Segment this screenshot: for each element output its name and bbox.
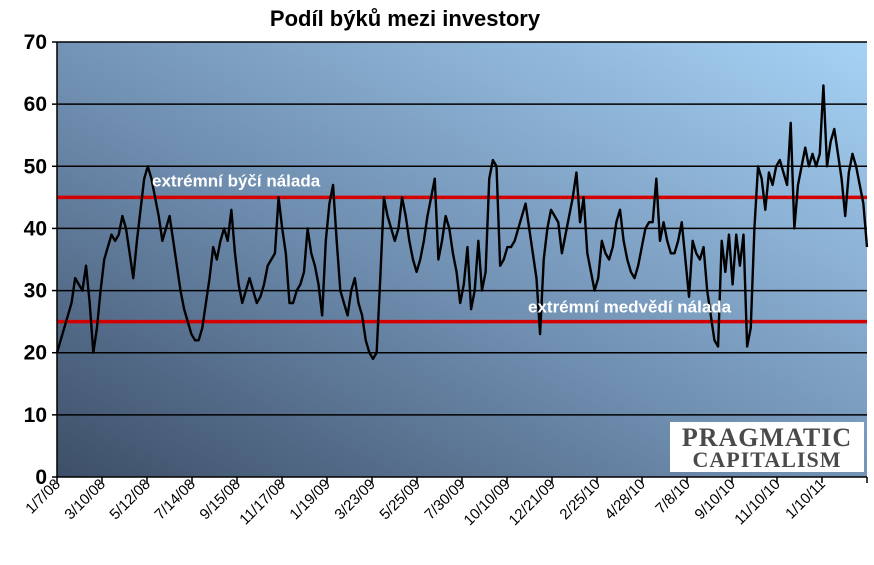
series-layer bbox=[55, 84, 869, 361]
y-tick-label: 70 bbox=[24, 31, 47, 54]
x-tick-label: 4/28/10 bbox=[601, 476, 648, 523]
x-tick-label: 3/23/09 bbox=[331, 476, 378, 523]
series-line bbox=[55, 84, 869, 361]
watermark-line1: PRAGMATIC bbox=[682, 423, 852, 452]
x-tick-label: 11/10/10 bbox=[731, 476, 784, 529]
y-tick-label: 40 bbox=[24, 217, 47, 240]
plot-area bbox=[57, 42, 867, 477]
y-tick-label: 20 bbox=[24, 342, 47, 365]
y-axis-ticks: 0 10 20 30 40 50 60 70 bbox=[24, 31, 57, 489]
x-tick-label: 11/17/08 bbox=[236, 476, 289, 529]
x-tick-label: 12/21/09 bbox=[506, 476, 559, 529]
watermark-box bbox=[670, 422, 864, 472]
y-tick-label: 30 bbox=[24, 280, 47, 303]
y-tick-label: 10 bbox=[24, 404, 47, 427]
watermark-line2: CAPITALISM bbox=[693, 447, 842, 472]
x-tick-label: 10/10/09 bbox=[461, 476, 514, 529]
x-tick-label: 5/25/09 bbox=[376, 476, 423, 523]
y-tick-label: 60 bbox=[24, 93, 47, 116]
x-tick-label: 1/19/09 bbox=[286, 476, 333, 523]
x-tick-label: 7/14/08 bbox=[151, 476, 198, 523]
watermark-logo: PRAGMATIC CAPITALISM bbox=[670, 422, 864, 472]
chart-title: Podíl býků mezi investory bbox=[270, 6, 541, 31]
x-tick-label: 7/8/10 bbox=[652, 476, 694, 518]
annotations: extrémní býčí nálada extrémní medvědí nál… bbox=[152, 171, 732, 316]
x-tick-label: 3/10/08 bbox=[61, 476, 108, 523]
x-tick-label: 1/10/11 bbox=[782, 476, 829, 523]
x-tick-label: 2/25/10 bbox=[556, 476, 603, 523]
reference-lines bbox=[57, 195, 867, 324]
y-tick-label: 50 bbox=[24, 155, 47, 178]
x-tick-label: 5/12/08 bbox=[106, 476, 153, 523]
x-axis-ticks: 1/7/083/10/085/12/087/14/089/15/0811/17/… bbox=[22, 476, 868, 529]
reference-line-label: extrémní býčí nálada bbox=[152, 171, 321, 190]
y-tick-label: 0 bbox=[35, 466, 47, 489]
reference-line-label: extrémní medvědí nálada bbox=[528, 298, 732, 317]
